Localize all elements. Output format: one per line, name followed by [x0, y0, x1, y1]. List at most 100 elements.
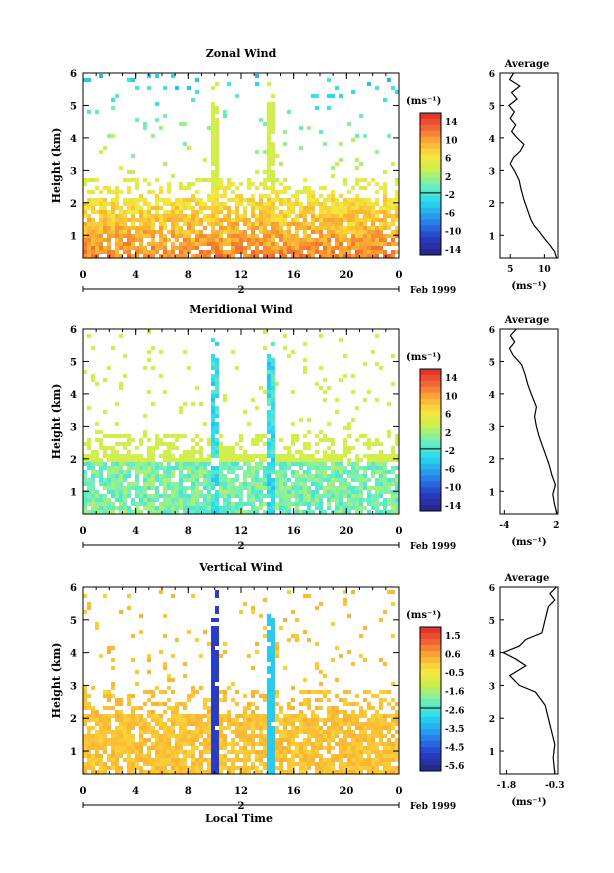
heatmap-cell: [151, 742, 155, 746]
heatmap-cell: [131, 726, 135, 730]
heatmap-cell: [223, 110, 227, 114]
heatmap-cell: [215, 118, 219, 122]
heatmap-cell: [171, 734, 175, 738]
heatmap-cell: [255, 766, 259, 770]
heatmap-cell: [99, 446, 103, 450]
heatmap-cell: [391, 634, 395, 638]
heatmap-cell: [175, 206, 179, 210]
heatmap-cell: [367, 254, 371, 258]
heatmap-cell: [391, 254, 395, 258]
heatmap-cell: [83, 746, 87, 750]
heatmap-cell: [87, 454, 91, 458]
heatmap-cell: [327, 254, 331, 258]
heatmap-cell: [211, 162, 215, 166]
heatmap-cell: [383, 718, 387, 722]
heatmap-cell: [207, 762, 211, 766]
heatmap-cell: [175, 218, 179, 222]
heatmap-cell: [331, 714, 335, 718]
heatmap-cell: [359, 750, 363, 754]
colorbar-tick-label: -2: [445, 191, 455, 201]
heatmap-cell: [259, 486, 263, 490]
heatmap-cell: [183, 766, 187, 770]
heatmap-cell: [151, 494, 155, 498]
heatmap-cell: [135, 750, 139, 754]
heatmap-cell: [267, 138, 271, 142]
heatmap-cell: [331, 198, 335, 202]
heatmap-cell: [283, 462, 287, 466]
heatmap-cell: [215, 242, 219, 246]
colorbar-tick-label: -2: [445, 447, 455, 457]
heatmap-cell: [287, 226, 291, 230]
heatmap-cell: [215, 198, 219, 202]
heatmap-cell: [255, 770, 259, 774]
heatmap-cell: [179, 254, 183, 258]
heatmap-cell: [139, 730, 143, 734]
heatmap-cell: [367, 446, 371, 450]
heatmap-cell: [331, 462, 335, 466]
heatmap-cell: [315, 250, 319, 254]
heatmap-cell: [171, 458, 175, 462]
heatmap-cell: [311, 734, 315, 738]
heatmap-cell: [167, 730, 171, 734]
heatmap-cell: [367, 690, 371, 694]
heatmap-cell: [379, 494, 383, 498]
heatmap-cell: [119, 482, 123, 486]
heatmap-cell: [299, 474, 303, 478]
heatmap-cell: [315, 734, 319, 738]
heatmap-cell: [191, 98, 195, 102]
heatmap-cell: [339, 458, 343, 462]
heatmap-cell: [343, 246, 347, 250]
heatmap-cell: [123, 474, 127, 478]
heatmap-cell: [87, 238, 91, 242]
heatmap-cell: [191, 182, 195, 186]
heatmap-cell: [167, 482, 171, 486]
heatmap-cell: [267, 386, 271, 390]
heatmap-cell: [251, 498, 255, 502]
heatmap-cell: [99, 746, 103, 750]
heatmap-cell: [271, 770, 275, 774]
heatmap-cell: [203, 466, 207, 470]
heatmap-cell: [315, 442, 319, 446]
heatmap-cell: [167, 706, 171, 710]
heatmap-cell: [343, 754, 347, 758]
heatmap-cell: [251, 702, 255, 706]
heatmap-cell: [287, 766, 291, 770]
y-tick-label: 4: [70, 649, 77, 660]
heatmap-cell: [379, 242, 383, 246]
heatmap-cell: [159, 254, 163, 258]
heatmap-cell: [127, 254, 131, 258]
heatmap-cell: [307, 722, 311, 726]
heatmap-cell: [363, 210, 367, 214]
heatmap-cell: [303, 490, 307, 494]
heatmap-cell: [203, 474, 207, 478]
heatmap-cell: [103, 210, 107, 214]
heatmap-cell: [127, 762, 131, 766]
heatmap-cell: [347, 486, 351, 490]
heatmap-cell: [259, 462, 263, 466]
heatmap-cell: [107, 250, 111, 254]
heatmap-cell: [215, 642, 219, 646]
heatmap-cell: [311, 210, 315, 214]
heatmap-cell: [351, 746, 355, 750]
heatmap-cell: [195, 486, 199, 490]
heatmap-cell: [291, 194, 295, 198]
heatmap-cell: [191, 734, 195, 738]
heatmap-cell: [171, 762, 175, 766]
heatmap-cell: [107, 234, 111, 238]
heatmap-cell: [171, 234, 175, 238]
heatmap-cell: [83, 222, 87, 226]
heatmap-cell: [247, 750, 251, 754]
heatmap-cell: [231, 506, 235, 510]
heatmap-cell: [99, 202, 103, 206]
heatmap-cell: [179, 186, 183, 190]
heatmap-cell: [175, 722, 179, 726]
heatmap-cell: [243, 766, 247, 770]
heatmap-cell: [335, 710, 339, 714]
heatmap-cell: [303, 226, 307, 230]
heatmap-cell: [371, 214, 375, 218]
heatmap-cell: [215, 762, 219, 766]
heatmap-cell: [187, 474, 191, 478]
heatmap-cell: [299, 146, 303, 150]
heatmap-cell: [127, 178, 131, 182]
